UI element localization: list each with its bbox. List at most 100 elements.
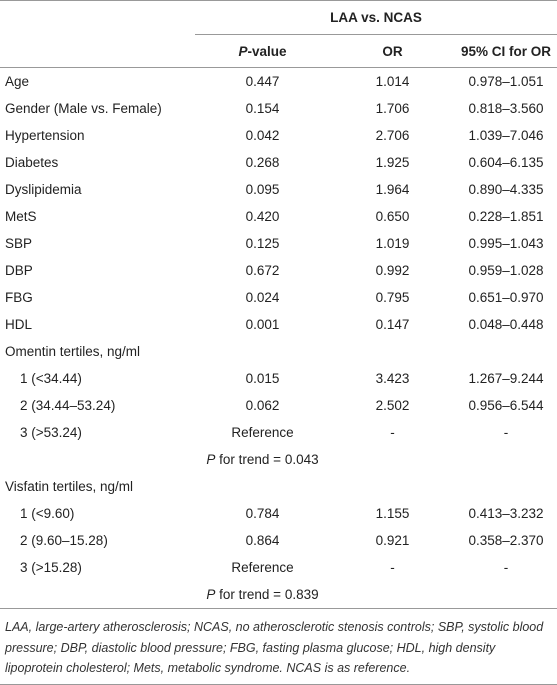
row-label: Diabetes [5, 155, 59, 170]
value-cell: - [390, 425, 395, 440]
table-row: 3 (>15.28) Reference - - [0, 554, 557, 581]
table-row: HDL 0.001 0.147 0.048–0.448 [0, 311, 557, 338]
value-cell: 0.651–0.970 [468, 290, 544, 305]
table-row: 1 (<9.60) 0.784 1.155 0.413–3.232 [0, 500, 557, 527]
row-label: Hypertension [5, 128, 85, 143]
trend-cell: P for trend = 0.839 [195, 581, 330, 608]
value-cell: 0.042 [245, 128, 280, 143]
value-cell: 0.358–2.370 [468, 533, 544, 548]
value-cell: 0.795 [375, 290, 410, 305]
value-cell: 0.959–1.028 [468, 263, 544, 278]
table-row: DBP 0.672 0.992 0.959–1.028 [0, 257, 557, 284]
row-label: Age [5, 74, 30, 89]
value-cell: - [503, 425, 509, 440]
table-row: SBP 0.125 1.019 0.995–1.043 [0, 230, 557, 257]
value-cell: 0.420 [245, 209, 280, 224]
sub-label: 1 (<9.60) [20, 506, 75, 521]
value-cell: 0.062 [245, 398, 280, 413]
value-cell: 3.423 [375, 371, 410, 386]
value-cell: 1.267–9.244 [468, 371, 544, 386]
value-cell: 1.706 [375, 101, 410, 116]
header-row: P-value OR 95% CI for OR [0, 35, 557, 68]
value-cell: 0.864 [245, 533, 280, 548]
section-label: Omentin tertiles, ng/ml [5, 344, 141, 359]
empty-cell [0, 446, 195, 473]
value-cell: Reference [231, 425, 294, 440]
value-cell: 0.921 [375, 533, 410, 548]
value-cell: 1.964 [375, 182, 410, 197]
value-cell: 0.154 [245, 101, 280, 116]
table-row: 2 (34.44–53.24) 0.062 2.502 0.956–6.544 [0, 392, 557, 419]
value-cell: 0.784 [245, 506, 280, 521]
row-label: DBP [5, 263, 33, 278]
table-row: 2 (9.60–15.28) 0.864 0.921 0.358–2.370 [0, 527, 557, 554]
value-cell: 0.268 [245, 155, 280, 170]
sub-label: 3 (>53.24) [20, 425, 82, 440]
column-header-text: P-value [238, 43, 287, 59]
table-row: P for trend = 0.043 [0, 446, 557, 473]
value-cell: 1.039–7.046 [468, 128, 544, 143]
empty-header [0, 1, 195, 35]
empty-header [0, 35, 195, 68]
sub-label: 3 (>15.28) [20, 560, 82, 575]
value-cell: - [390, 560, 395, 575]
section-label: Visfatin tertiles, ng/ml [5, 479, 134, 494]
value-cell: 0.015 [245, 371, 280, 386]
table-row: Visfatin tertiles, ng/ml [0, 473, 557, 500]
column-header: OR [382, 43, 403, 59]
value-cell: 0.818–3.560 [468, 101, 544, 116]
value-cell: 0.995–1.043 [468, 236, 544, 251]
empty-cell [0, 581, 195, 608]
column-header: 95% CI for OR [461, 43, 552, 59]
table-row: 3 (>53.24) Reference - - [0, 419, 557, 446]
value-cell: 0.672 [245, 263, 280, 278]
sub-label: 2 (9.60–15.28) [20, 533, 108, 548]
value-cell: 2.502 [375, 398, 410, 413]
trend-text: P for trend = 0.839 [206, 587, 319, 602]
trend-text: P for trend = 0.043 [206, 452, 319, 467]
group-row: LAA vs. NCAS [0, 1, 557, 35]
row-label: Dyslipidemia [5, 182, 82, 197]
value-cell: 0.048–0.448 [468, 317, 544, 332]
trend-cell: P for trend = 0.043 [195, 446, 330, 473]
value-cell: 1.155 [375, 506, 410, 521]
value-cell: 1.019 [375, 236, 410, 251]
value-cell: 0.650 [375, 209, 410, 224]
value-cell: 0.447 [245, 74, 280, 89]
value-cell: 0.992 [375, 263, 410, 278]
table-body: Age 0.447 1.014 0.978–1.051 Gender (Male vs.… [0, 68, 557, 609]
table-row: Age 0.447 1.014 0.978–1.051 [0, 68, 557, 96]
value-cell: 1.925 [375, 155, 410, 170]
table-row: Omentin tertiles, ng/ml [0, 338, 557, 365]
value-cell: 0.956–6.544 [468, 398, 544, 413]
table-row: Diabetes 0.268 1.925 0.604–6.135 [0, 149, 557, 176]
value-cell: 0.413–3.232 [468, 506, 544, 521]
empty-cell [330, 581, 557, 608]
table-row: Dyslipidemia 0.095 1.964 0.890–4.335 [0, 176, 557, 203]
table-row: FBG 0.024 0.795 0.651–0.970 [0, 284, 557, 311]
table-row: MetS 0.420 0.650 0.228–1.851 [0, 203, 557, 230]
value-cell: 0.125 [245, 236, 280, 251]
table-row: Hypertension 0.042 2.706 1.039–7.046 [0, 122, 557, 149]
footnote: LAA, large-artery atherosclerosis; NCAS,… [0, 608, 557, 685]
value-cell: 0.001 [245, 317, 280, 332]
value-cell: 0.147 [375, 317, 410, 332]
value-cell: 0.604–6.135 [468, 155, 544, 170]
table-row: Gender (Male vs. Female) 0.154 1.706 0.818–… [0, 95, 557, 122]
value-cell: - [503, 560, 509, 575]
value-cell: 1.014 [375, 74, 410, 89]
value-cell: 0.228–1.851 [468, 209, 544, 224]
row-label: MetS [5, 209, 37, 224]
value-cell: 0.095 [245, 182, 280, 197]
row-label: Gender (Male vs. Female) [5, 101, 162, 116]
empty-cell [330, 446, 557, 473]
table-row: 1 (<34.44) 0.015 3.423 1.267–9.244 [0, 365, 557, 392]
row-label: HDL [5, 317, 33, 332]
value-cell: Reference [231, 560, 294, 575]
value-cell: 2.706 [375, 128, 410, 143]
value-cell: 0.890–4.335 [468, 182, 544, 197]
table: LAA vs. NCAS P-value OR 95% CI for OR Ag… [0, 1, 557, 608]
value-cell: 0.978–1.051 [468, 74, 544, 89]
